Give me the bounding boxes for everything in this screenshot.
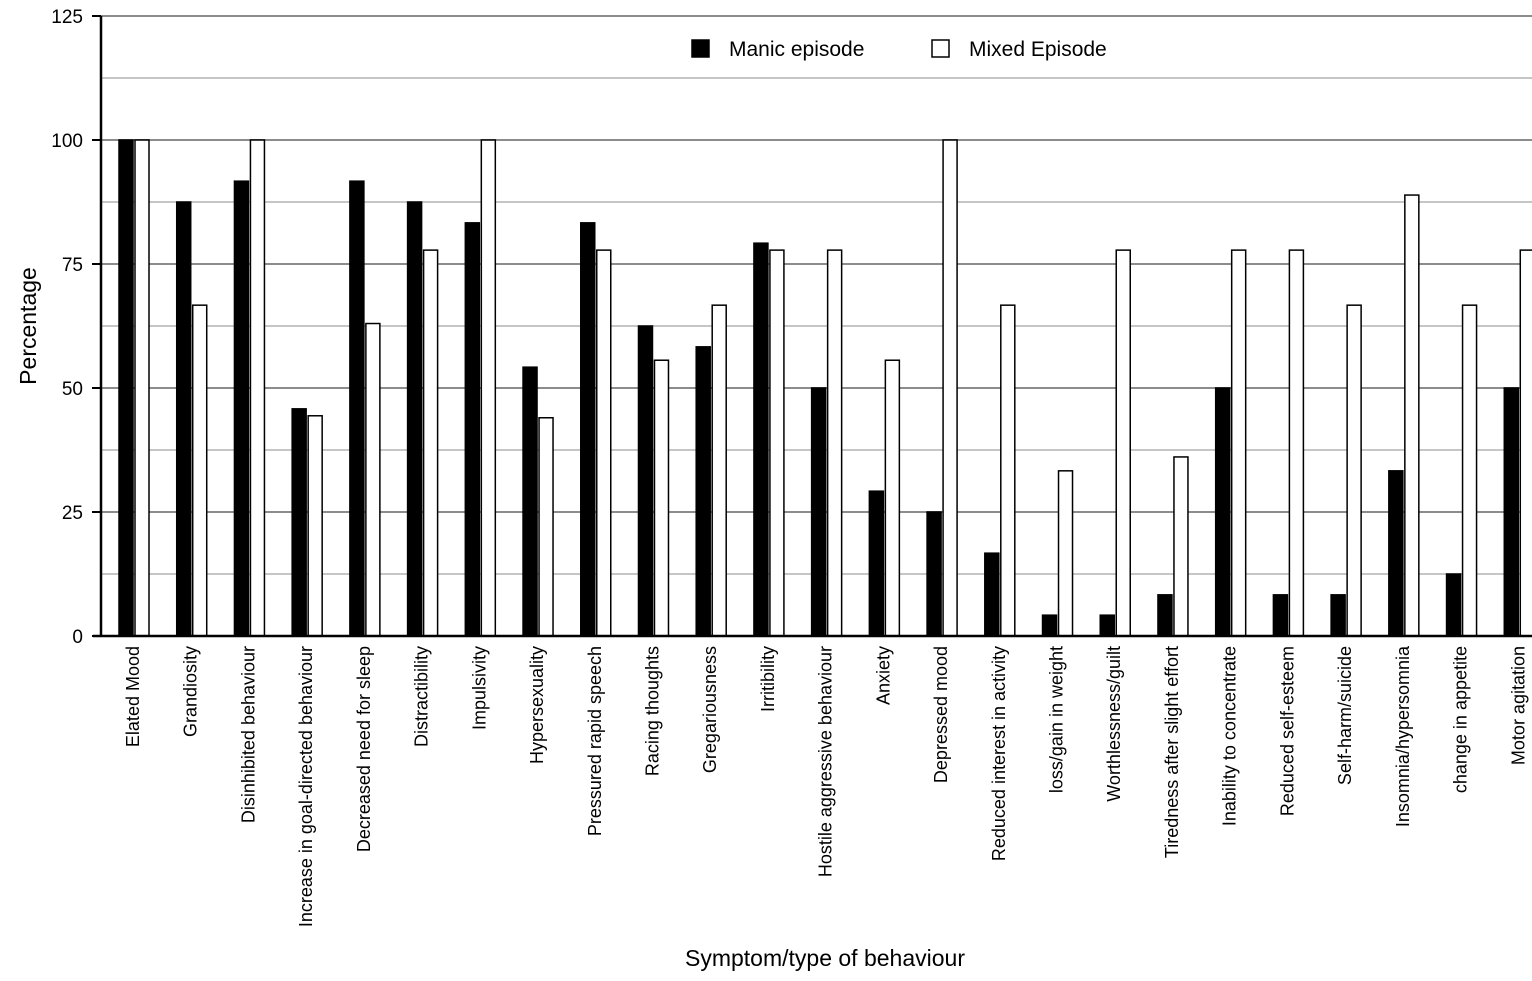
bar-manic-episode — [637, 325, 654, 637]
x-axis-title: Symptom/type of behaviour — [685, 945, 965, 971]
bar-mixed-episode — [1230, 249, 1247, 637]
bar-manic-episode — [926, 511, 942, 637]
bar-manic-episode — [291, 408, 307, 637]
bar-mixed-episode — [826, 249, 843, 637]
bar-manic-episode — [1157, 594, 1173, 637]
x-tick-label: Worthlessness/guilt — [1104, 646, 1124, 802]
bar-manic-episode — [1099, 614, 1115, 637]
bar-manic-episode — [464, 222, 481, 637]
legend-swatch — [691, 39, 710, 58]
x-tick-label: Insomnia/hypersomnia — [1393, 645, 1413, 827]
bar-manic-episode — [233, 180, 250, 637]
legend: Manic episode Mixed Episode — [691, 38, 1107, 61]
bar-manic-episode — [810, 387, 827, 637]
bar-manic-episode — [406, 201, 423, 637]
bar-manic-episode — [1330, 594, 1346, 637]
bar-mixed-episode — [1404, 194, 1420, 637]
y-tick-label: 0 — [72, 627, 83, 648]
y-tick-label: 75 — [62, 255, 83, 276]
bar-mixed-episode — [711, 304, 727, 637]
bar-manic-episode — [1214, 387, 1231, 637]
y-tick-label: 25 — [62, 503, 83, 524]
bar-mixed-episode — [942, 139, 958, 637]
bar-mixed-episode — [596, 249, 612, 637]
bar-mixed-episode — [134, 139, 150, 637]
x-tick-label: Racing thoughts — [642, 646, 662, 776]
bar-mixed-episode — [307, 415, 323, 637]
bar-mixed-episode — [653, 359, 670, 637]
bar-mixed-episode — [1346, 304, 1362, 637]
x-tick-label: Hostile aggressive behaviour — [816, 646, 836, 877]
x-tick-label: loss/gain in weight — [1047, 646, 1067, 793]
x-tick-label: Grandiosity — [181, 646, 201, 737]
bar-manic-episode — [753, 242, 769, 637]
y-tick-labels: 0 25 50 75 100 125 — [51, 7, 83, 648]
bar-mixed-episode — [365, 322, 381, 637]
bar-manic-episode — [1388, 470, 1404, 637]
x-tick-label: Increase in goal-directed behaviour — [296, 646, 316, 927]
bar-mixed-episode — [422, 249, 439, 637]
bar-mixed-episode — [884, 359, 901, 637]
bar-mixed-episode — [769, 249, 785, 637]
bar-manic-episode — [1503, 387, 1520, 637]
x-tick-label: Pressured rapid speech — [585, 646, 605, 836]
bars — [118, 139, 1532, 637]
bar-mixed-episode — [1519, 249, 1532, 637]
x-tick-label: Reduced interest in activity — [989, 646, 1009, 861]
bar-mixed-episode — [1000, 304, 1016, 637]
x-tick-label: Motor agitation — [1508, 646, 1528, 765]
legend-swatch — [931, 39, 950, 58]
legend-label: Mixed Episode — [969, 38, 1107, 61]
bar-manic-episode — [695, 346, 711, 637]
bar-mixed-episode — [1115, 249, 1131, 637]
axes — [92, 15, 1532, 638]
x-tick-label: Gregariousness — [700, 646, 720, 773]
legend-label: Manic episode — [729, 38, 864, 61]
x-tick-label: Decreased need for sleep — [354, 646, 374, 852]
bar-manic-episode — [522, 366, 538, 637]
y-tick-label: 100 — [51, 131, 83, 152]
x-tick-label: Depressed mood — [931, 646, 951, 783]
x-tick-label: Disinhibited behaviour — [238, 646, 258, 823]
x-tick-label: Hypersexuality — [527, 646, 547, 764]
bar-mixed-episode — [1057, 470, 1074, 637]
bar-manic-episode — [868, 490, 885, 637]
x-tick-label: Impulsivity — [469, 646, 489, 730]
bar-manic-episode — [984, 552, 1000, 637]
x-tick-label: Distractibility — [412, 646, 432, 747]
x-tick-label: Anxiety — [873, 646, 893, 705]
bar-mixed-episode — [1461, 304, 1478, 637]
x-tick-label: Irritibility — [758, 646, 778, 712]
bar-mixed-episode — [1288, 249, 1305, 637]
x-tick-label: change in appetite — [1451, 646, 1471, 793]
y-tick-label: 125 — [51, 7, 83, 28]
bar-manic-episode — [118, 139, 134, 637]
x-tick-label: Inability to concentrate — [1220, 646, 1240, 826]
bar-mixed-episode — [191, 304, 208, 637]
bar-manic-episode — [1272, 594, 1289, 637]
bar-mixed-episode — [538, 417, 554, 637]
x-tick-label: Elated Mood — [123, 646, 143, 747]
bar-mixed-episode — [249, 139, 266, 637]
bar-manic-episode — [1445, 573, 1462, 637]
x-tick-label: Reduced self-esteem — [1277, 646, 1297, 816]
bar-mixed-episode — [480, 139, 497, 637]
gridlines — [101, 15, 1532, 575]
x-tick-label: Self-harm/suicide — [1335, 646, 1355, 785]
y-tick-label: 50 — [62, 379, 83, 400]
x-category-labels: Elated Mood Grandiosity Disinhibited behav… — [123, 645, 1528, 927]
bar-manic-episode — [349, 180, 365, 637]
x-tick-label: Tiredness after slight effort — [1162, 646, 1182, 858]
bar-manic-episode — [175, 201, 192, 637]
bar-manic-episode — [1041, 614, 1058, 637]
y-axis-title: Percentage — [15, 267, 41, 385]
bar-manic-episode — [580, 222, 596, 637]
bar-mixed-episode — [1173, 456, 1189, 637]
